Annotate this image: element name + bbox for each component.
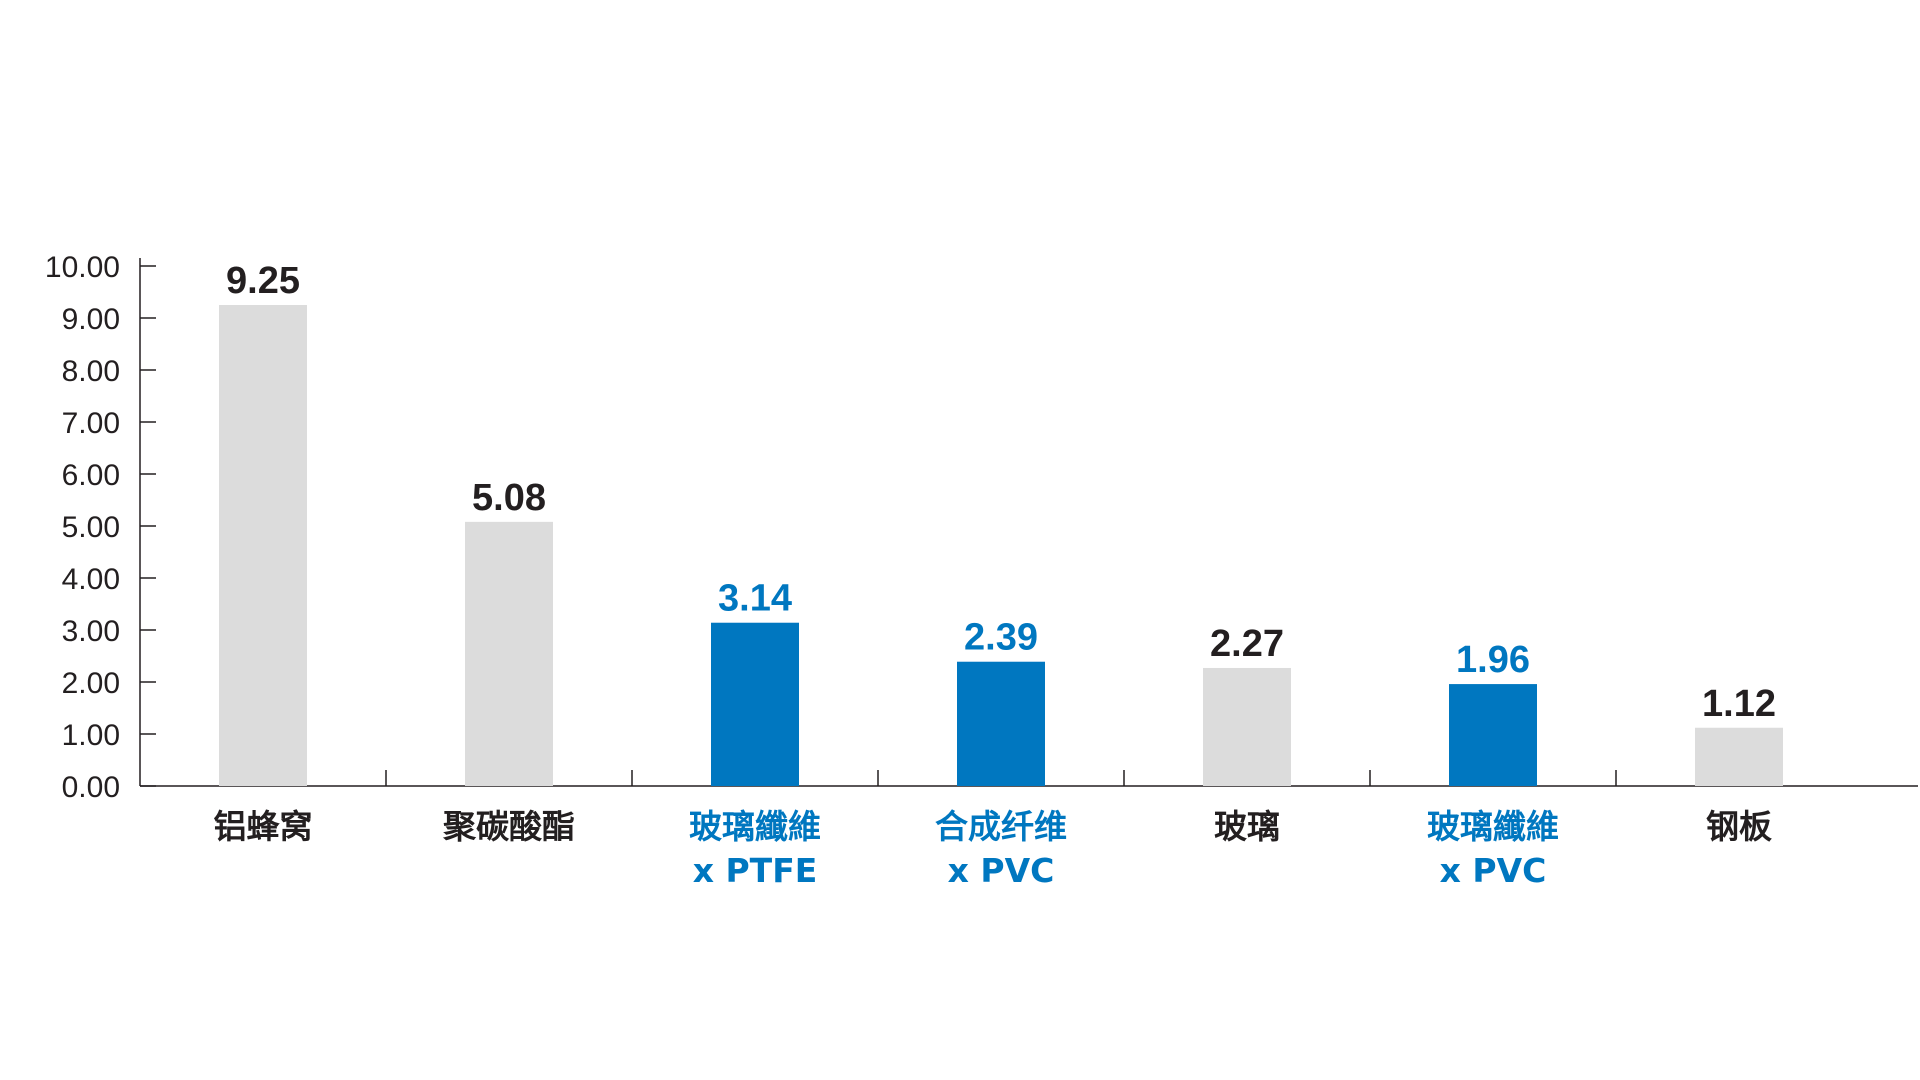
bar-value-label: 9.25 [226, 260, 300, 302]
bar [219, 305, 307, 786]
x-category-label-line: 玻璃纖維 [1427, 807, 1559, 846]
bar [957, 661, 1045, 786]
bar [1695, 727, 1783, 786]
x-category-label-line: 合成纤维 [935, 807, 1067, 846]
x-category-label: 铝蜂窝 [214, 807, 313, 846]
x-category-label-line: 钢板 [1706, 807, 1772, 846]
x-category-label: 聚碳酸酯 [442, 807, 575, 846]
y-tick-label: 2.00 [62, 667, 120, 700]
bar [711, 622, 799, 786]
x-category-label-line: 聚碳酸酯 [442, 807, 575, 846]
x-category-label-line: x PVC [948, 851, 1055, 890]
x-category-label: 玻璃纖維 x PVC [1427, 807, 1559, 890]
bar-value-label: 1.96 [1456, 639, 1530, 681]
bar [465, 521, 553, 786]
x-category-label: 合成纤维 x PVC [935, 807, 1067, 890]
bar [1203, 667, 1291, 786]
y-tick-label: 4.00 [62, 563, 120, 596]
x-category-label-line: 铝蜂窝 [214, 807, 313, 846]
y-tick-label: 8.00 [62, 355, 120, 388]
bar-value-label: 2.27 [1210, 623, 1284, 665]
y-tick-label: 0.00 [62, 771, 120, 804]
y-tick-label: 6.00 [62, 459, 120, 492]
y-tick-label: 7.00 [62, 407, 120, 440]
x-category-label-line: 玻璃纖維 [689, 807, 821, 846]
bar-value-label: 5.08 [472, 477, 546, 519]
y-tick-label: 1.00 [62, 719, 120, 752]
axes: 0.00 1.00 2.00 3.00 4.00 5.00 6.00 7.00 8.00 9.00… [45, 251, 1918, 804]
y-tick-label: 9.00 [62, 303, 120, 336]
bar-value-label: 1.12 [1702, 683, 1776, 725]
bar [1449, 684, 1537, 786]
x-category-label-line: x PVC [1440, 851, 1547, 890]
x-category-label: 玻璃纖維 x PTFE [689, 807, 821, 890]
x-category-label-line: 玻璃 [1214, 807, 1280, 846]
bar-value-label: 2.39 [964, 617, 1038, 659]
y-tick-label: 3.00 [62, 615, 120, 648]
labels: 9.25 铝蜂窝 5.08 聚碳酸酯 3.14 玻璃纖維 x PTFE 2.39 合成纤维 x P… [214, 260, 1776, 890]
x-category-label: 玻璃 [1214, 807, 1280, 846]
y-tick-label: 10.00 [45, 251, 120, 284]
x-category-label-line: x PTFE [693, 851, 818, 890]
bars [219, 305, 1783, 786]
y-tick-label: 5.00 [62, 511, 120, 544]
x-category-label: 钢板 [1706, 807, 1772, 846]
bar-value-label: 3.14 [718, 578, 792, 620]
